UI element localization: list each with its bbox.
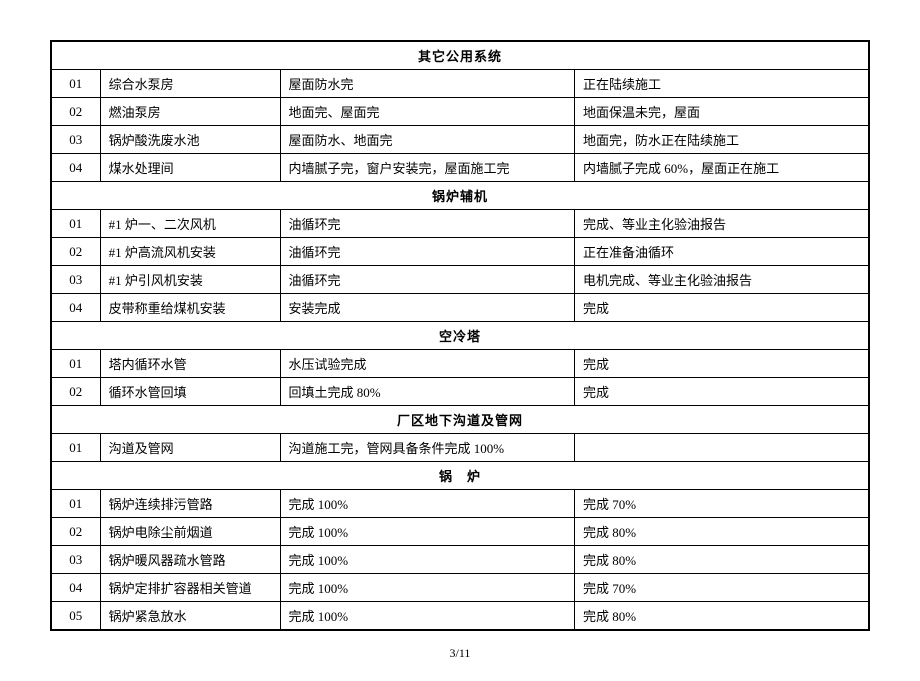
table-row: 01综合水泵房屋面防水完正在陆续施工 — [51, 70, 869, 98]
status-col-1: 完成 100% — [280, 518, 574, 546]
row-number: 04 — [51, 294, 100, 322]
section-header: 其它公用系统 — [51, 41, 869, 70]
status-col-1: 完成 100% — [280, 602, 574, 631]
status-col-1: 屋面防水完 — [280, 70, 574, 98]
status-col-1: 完成 100% — [280, 490, 574, 518]
item-name: 锅炉暖风器疏水管路 — [100, 546, 280, 574]
table-row: 02循环水管回填回填土完成 80%完成 — [51, 378, 869, 406]
progress-table: 其它公用系统01综合水泵房屋面防水完正在陆续施工02燃油泵房地面完、屋面完地面保… — [50, 40, 870, 631]
item-name: 综合水泵房 — [100, 70, 280, 98]
status-col-1: 水压试验完成 — [280, 350, 574, 378]
status-col-2: 完成 — [575, 294, 870, 322]
row-number: 01 — [51, 70, 100, 98]
table-row: 03锅炉暖风器疏水管路完成 100%完成 80% — [51, 546, 869, 574]
row-number: 04 — [51, 154, 100, 182]
table-row: 03锅炉酸洗废水池屋面防水、地面完地面完，防水正在陆续施工 — [51, 126, 869, 154]
table-row: 03#1 炉引风机安装油循环完电机完成、等业主化验油报告 — [51, 266, 869, 294]
item-name: #1 炉高流风机安装 — [100, 238, 280, 266]
table-row: 04锅炉定排扩容器相关管道完成 100%完成 70% — [51, 574, 869, 602]
row-number: 02 — [51, 238, 100, 266]
item-name: 塔内循环水管 — [100, 350, 280, 378]
item-name: 煤水处理间 — [100, 154, 280, 182]
table-row: 01沟道及管网沟道施工完，管网具备条件完成 100% — [51, 434, 869, 462]
row-number: 01 — [51, 490, 100, 518]
item-name: 锅炉酸洗废水池 — [100, 126, 280, 154]
item-name: 循环水管回填 — [100, 378, 280, 406]
status-col-2: 完成 80% — [575, 602, 870, 631]
status-col-1: 油循环完 — [280, 238, 574, 266]
row-number: 03 — [51, 266, 100, 294]
status-col-2: 正在准备油循环 — [575, 238, 870, 266]
table-row: 04煤水处理间内墙腻子完，窗户安装完，屋面施工完内墙腻子完成 60%，屋面正在施… — [51, 154, 869, 182]
table-row: 02#1 炉高流风机安装油循环完正在准备油循环 — [51, 238, 869, 266]
item-name: #1 炉一、二次风机 — [100, 210, 280, 238]
item-name: 皮带称重给煤机安装 — [100, 294, 280, 322]
table-row: 05锅炉紧急放水完成 100%完成 80% — [51, 602, 869, 631]
item-name: 锅炉连续排污管路 — [100, 490, 280, 518]
row-number: 02 — [51, 518, 100, 546]
status-col-2: 完成 70% — [575, 574, 870, 602]
table-row: 02燃油泵房地面完、屋面完地面保温未完，屋面 — [51, 98, 869, 126]
status-col-1: 油循环完 — [280, 210, 574, 238]
status-col-2: 完成 80% — [575, 518, 870, 546]
status-col-2: 完成 70% — [575, 490, 870, 518]
section-header: 空冷塔 — [51, 322, 869, 350]
status-col-2: 内墙腻子完成 60%，屋面正在施工 — [575, 154, 870, 182]
row-number: 01 — [51, 210, 100, 238]
main-table-container: 其它公用系统01综合水泵房屋面防水完正在陆续施工02燃油泵房地面完、屋面完地面保… — [50, 40, 870, 631]
item-name: 锅炉定排扩容器相关管道 — [100, 574, 280, 602]
page-number: 3/11 — [50, 646, 870, 661]
status-col-1: 安装完成 — [280, 294, 574, 322]
table-row: 01塔内循环水管水压试验完成完成 — [51, 350, 869, 378]
row-number: 05 — [51, 602, 100, 631]
row-number: 01 — [51, 434, 100, 462]
status-col-2: 地面完，防水正在陆续施工 — [575, 126, 870, 154]
status-col-1: 地面完、屋面完 — [280, 98, 574, 126]
status-col-1: 屋面防水、地面完 — [280, 126, 574, 154]
status-col-1: 回填土完成 80% — [280, 378, 574, 406]
row-number: 01 — [51, 350, 100, 378]
status-col-2: 完成 — [575, 378, 870, 406]
status-col-1: 完成 100% — [280, 574, 574, 602]
row-number: 04 — [51, 574, 100, 602]
status-col-1: 完成 100% — [280, 546, 574, 574]
item-name: 燃油泵房 — [100, 98, 280, 126]
status-col-2: 电机完成、等业主化验油报告 — [575, 266, 870, 294]
status-col-1: 油循环完 — [280, 266, 574, 294]
section-header: 锅炉辅机 — [51, 182, 869, 210]
row-number: 03 — [51, 126, 100, 154]
status-col-2 — [575, 434, 870, 462]
status-col-2: 完成、等业主化验油报告 — [575, 210, 870, 238]
row-number: 03 — [51, 546, 100, 574]
status-col-2: 地面保温未完，屋面 — [575, 98, 870, 126]
item-name: 锅炉电除尘前烟道 — [100, 518, 280, 546]
status-col-2: 完成 — [575, 350, 870, 378]
status-col-1: 沟道施工完，管网具备条件完成 100% — [280, 434, 574, 462]
table-row: 02锅炉电除尘前烟道完成 100%完成 80% — [51, 518, 869, 546]
table-row: 01#1 炉一、二次风机油循环完完成、等业主化验油报告 — [51, 210, 869, 238]
row-number: 02 — [51, 378, 100, 406]
row-number: 02 — [51, 98, 100, 126]
table-row: 04皮带称重给煤机安装安装完成完成 — [51, 294, 869, 322]
status-col-1: 内墙腻子完，窗户安装完，屋面施工完 — [280, 154, 574, 182]
section-header: 锅 炉 — [51, 462, 869, 490]
table-row: 01锅炉连续排污管路完成 100%完成 70% — [51, 490, 869, 518]
status-col-2: 正在陆续施工 — [575, 70, 870, 98]
item-name: #1 炉引风机安装 — [100, 266, 280, 294]
item-name: 锅炉紧急放水 — [100, 602, 280, 631]
section-header: 厂区地下沟道及管网 — [51, 406, 869, 434]
item-name: 沟道及管网 — [100, 434, 280, 462]
status-col-2: 完成 80% — [575, 546, 870, 574]
